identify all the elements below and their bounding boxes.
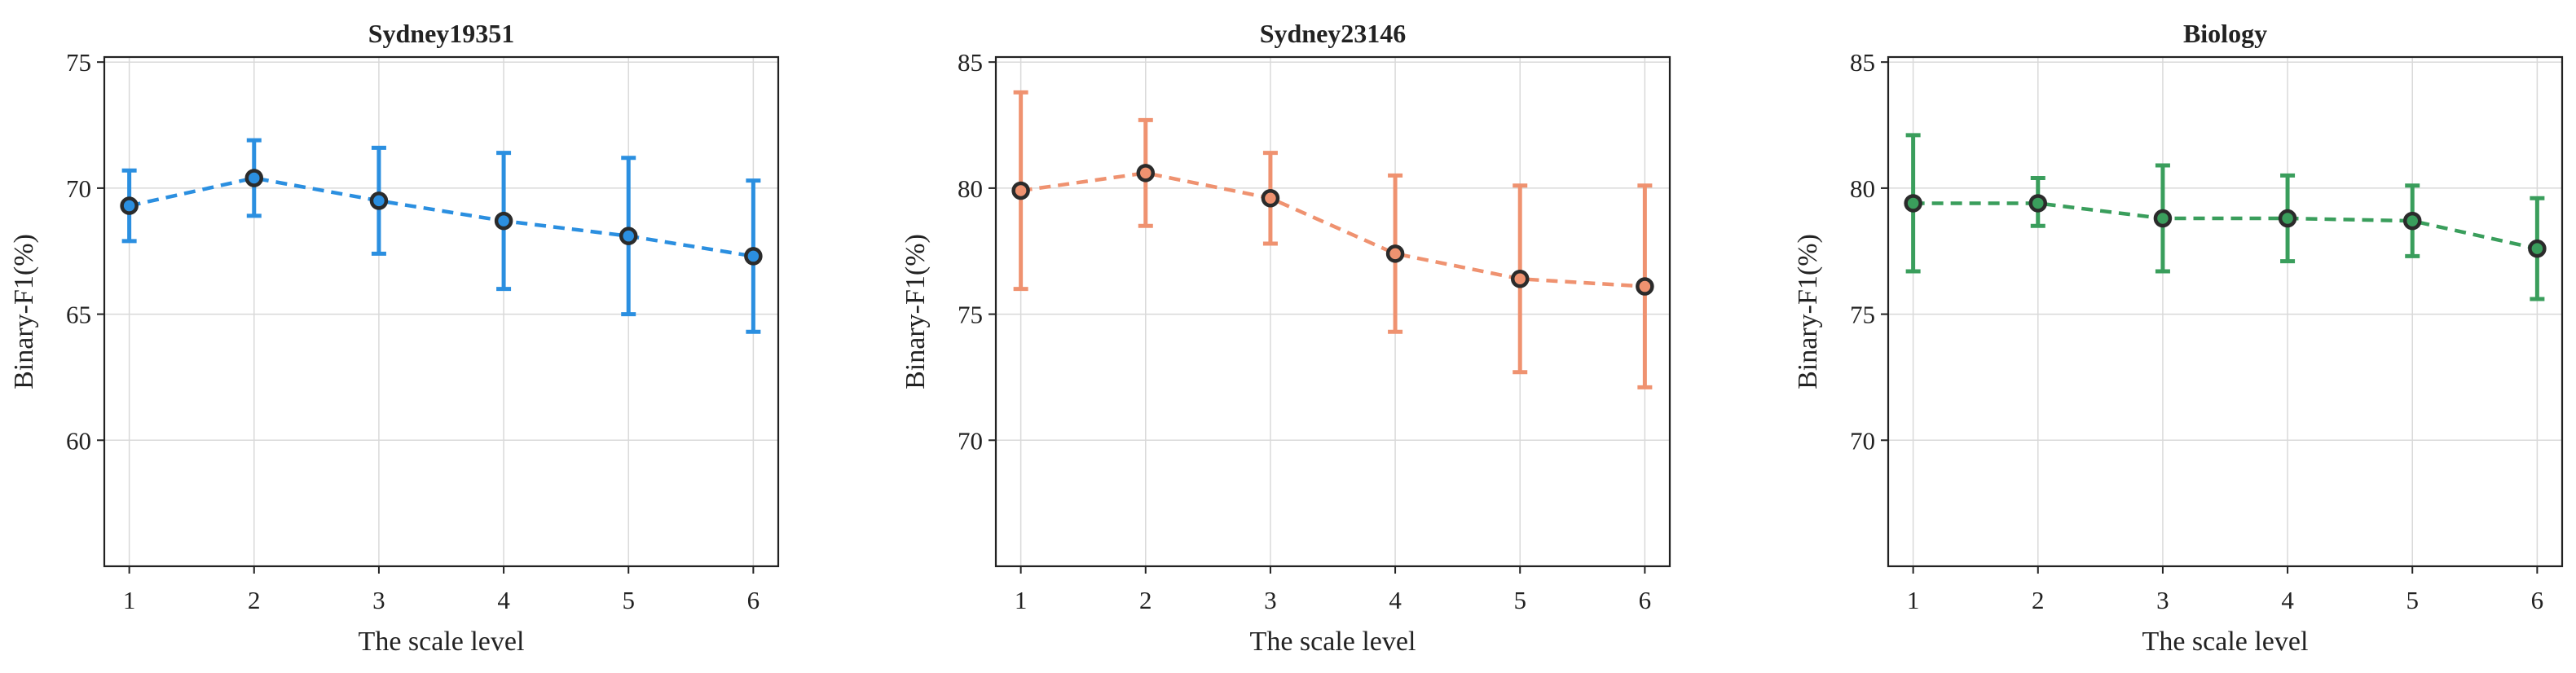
y-tick-label: 65 — [66, 301, 91, 329]
data-point — [1904, 194, 1922, 213]
chart-title: Biology — [2183, 19, 2267, 48]
x-tick-label: 6 — [2531, 586, 2544, 614]
x-tick-label: 5 — [2406, 586, 2419, 614]
data-point — [2528, 239, 2547, 258]
data-point — [2278, 209, 2297, 228]
y-tick-label: 85 — [958, 48, 983, 77]
x-tick-label: 3 — [1264, 586, 1277, 614]
y-tick-label: 70 — [66, 174, 91, 203]
x-tick-label: 4 — [2281, 586, 2294, 614]
series-line — [1913, 201, 2538, 251]
data-point — [1636, 277, 1654, 296]
data-point — [120, 196, 139, 215]
series-line — [1020, 171, 1645, 288]
x-tick-label: 1 — [123, 586, 136, 614]
data-point — [1510, 270, 1530, 288]
x-tick-label: 5 — [1513, 586, 1526, 614]
data-point — [1385, 244, 1405, 263]
data-point — [494, 211, 513, 231]
y-tick-label: 80 — [958, 174, 983, 203]
y-tick-label: 75 — [66, 48, 91, 77]
x-tick-label: 3 — [2156, 586, 2169, 614]
data-point — [369, 191, 389, 210]
y-axis-label: Binary-F1(%) — [900, 234, 931, 389]
x-tick-label: 6 — [747, 586, 760, 614]
data-point — [244, 169, 264, 187]
plot-frame — [994, 55, 1671, 568]
data-point — [619, 227, 638, 245]
data-point — [744, 247, 763, 266]
x-axis-label: The scale level — [1250, 627, 1416, 657]
data-point — [2402, 211, 2422, 231]
chart-panel-1: 1 2 3 4 5 6 60 65 70 75 Sydney19351 The scale level… — [9, 19, 780, 657]
y-tick-label: 70 — [1850, 426, 1875, 455]
data-point — [1261, 189, 1280, 208]
chart-title: Sydney23146 — [1260, 19, 1407, 48]
x-tick-label: 2 — [1139, 586, 1152, 614]
y-tick-label: 75 — [958, 301, 983, 329]
x-axis-label: The scale level — [2142, 627, 2309, 657]
x-tick-label: 2 — [2032, 586, 2045, 614]
plot-frame — [1887, 55, 2564, 568]
y-axis-label: Binary-F1(%) — [1793, 234, 1823, 389]
x-tick-label: 4 — [497, 586, 510, 614]
series-line — [129, 176, 754, 258]
x-tick-label: 2 — [248, 586, 261, 614]
y-tick-label: 85 — [1850, 48, 1875, 77]
chart-title: Sydney19351 — [368, 19, 515, 48]
chart-panel-3: 1 2 3 4 5 6 70 75 80 85 Biology The scale level Bina… — [1793, 19, 2564, 657]
data-point — [2028, 194, 2048, 213]
x-tick-label: 1 — [1907, 586, 1920, 614]
data-point — [1011, 181, 1030, 200]
y-tick-label: 80 — [1850, 174, 1875, 203]
y-tick-label: 70 — [958, 426, 983, 455]
y-tick-label: 75 — [1850, 301, 1875, 329]
x-axis-label: The scale level — [359, 627, 525, 657]
chart-panel-2: 1 2 3 4 5 6 70 75 80 85 Sydney23146 The scale level… — [900, 19, 1671, 657]
data-point — [1136, 164, 1156, 183]
y-axis-label: Binary-F1(%) — [9, 234, 39, 389]
x-tick-label: 1 — [1015, 586, 1028, 614]
x-tick-label: 4 — [1389, 586, 1402, 614]
plot-frame — [103, 55, 780, 568]
x-tick-label: 3 — [372, 586, 385, 614]
x-tick-label: 5 — [622, 586, 635, 614]
x-tick-label: 6 — [1639, 586, 1652, 614]
y-tick-label: 60 — [66, 426, 91, 455]
data-point — [2153, 209, 2173, 228]
